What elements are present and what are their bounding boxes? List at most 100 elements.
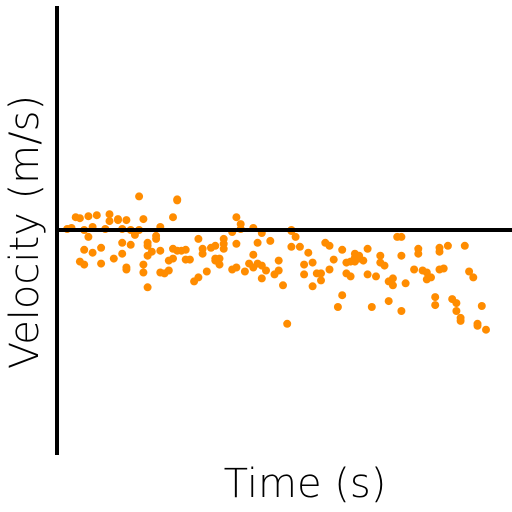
x-axis-title: Time (s) xyxy=(224,461,387,507)
data-point xyxy=(139,260,148,269)
data-point xyxy=(105,210,114,219)
data-point xyxy=(431,301,440,310)
data-point xyxy=(88,248,97,257)
data-point xyxy=(164,266,173,275)
data-point xyxy=(388,274,397,283)
data-point xyxy=(240,267,249,276)
data-point xyxy=(75,214,84,223)
data-point xyxy=(202,267,211,276)
data-point xyxy=(266,236,275,245)
data-point xyxy=(325,265,334,274)
data-point xyxy=(279,281,287,290)
data-point xyxy=(308,258,317,267)
data-point xyxy=(139,268,148,277)
data-point xyxy=(84,232,93,241)
data-point xyxy=(257,274,266,283)
data-point xyxy=(367,303,376,311)
data-point xyxy=(92,211,101,220)
data-point xyxy=(427,273,435,282)
data-point xyxy=(308,282,317,291)
data-point xyxy=(114,216,122,225)
data-point xyxy=(169,213,177,222)
data-point xyxy=(249,250,258,259)
data-point xyxy=(439,264,448,273)
data-point xyxy=(194,273,203,282)
data-point xyxy=(194,234,203,243)
data-point xyxy=(181,245,190,254)
data-point xyxy=(397,307,406,315)
data-point xyxy=(215,254,224,263)
data-point xyxy=(143,283,152,292)
data-points xyxy=(63,192,490,334)
data-point xyxy=(359,256,368,265)
data-point xyxy=(118,238,127,247)
data-point xyxy=(80,260,89,269)
data-point xyxy=(173,196,182,205)
data-point xyxy=(410,265,419,274)
data-point xyxy=(397,232,406,241)
data-point xyxy=(219,244,228,253)
data-point xyxy=(469,273,478,282)
data-point xyxy=(482,325,490,334)
data-point xyxy=(84,212,93,221)
data-point xyxy=(372,272,380,281)
data-point xyxy=(152,234,161,243)
data-point xyxy=(338,291,347,300)
data-point xyxy=(333,303,342,311)
data-point xyxy=(295,242,304,251)
data-point xyxy=(109,254,118,263)
data-point xyxy=(414,249,423,258)
data-point xyxy=(456,313,465,322)
data-point xyxy=(118,249,127,258)
data-point xyxy=(287,242,296,251)
data-point xyxy=(232,213,241,222)
data-point xyxy=(283,319,292,328)
data-point xyxy=(122,216,131,225)
data-point xyxy=(452,299,461,308)
data-point xyxy=(97,259,106,268)
data-point xyxy=(329,255,338,264)
data-point xyxy=(291,232,300,241)
data-point xyxy=(198,249,207,258)
data-point xyxy=(253,238,262,247)
data-point xyxy=(105,217,114,226)
data-point xyxy=(435,243,444,252)
data-point xyxy=(274,256,283,265)
data-point xyxy=(346,272,355,281)
data-point xyxy=(380,261,389,270)
data-point xyxy=(122,263,131,272)
data-point xyxy=(384,297,393,306)
data-point xyxy=(143,238,152,247)
data-point xyxy=(139,215,148,224)
data-point xyxy=(262,266,270,275)
data-point xyxy=(431,293,440,302)
data-point xyxy=(97,243,106,252)
data-point xyxy=(232,239,241,248)
data-point xyxy=(156,246,165,255)
data-point xyxy=(460,241,469,250)
data-point xyxy=(317,269,325,278)
data-point xyxy=(147,247,156,256)
data-point xyxy=(325,241,334,250)
data-point xyxy=(304,248,313,257)
data-point xyxy=(185,255,194,264)
data-point xyxy=(219,234,228,243)
data-point xyxy=(376,251,385,260)
data-point xyxy=(211,241,220,250)
data-point xyxy=(169,254,177,263)
data-point xyxy=(215,260,224,269)
data-point xyxy=(401,279,410,288)
data-point xyxy=(274,266,283,275)
y-axis-title: Velocity (m/s) xyxy=(2,95,48,369)
data-point xyxy=(126,240,135,249)
data-point xyxy=(317,276,325,285)
data-point xyxy=(443,241,452,250)
data-point xyxy=(397,251,406,260)
data-point xyxy=(465,267,474,276)
data-point xyxy=(477,302,486,310)
data-point xyxy=(300,270,309,279)
data-point xyxy=(363,244,372,253)
data-point xyxy=(473,321,482,330)
data-point xyxy=(363,270,372,279)
